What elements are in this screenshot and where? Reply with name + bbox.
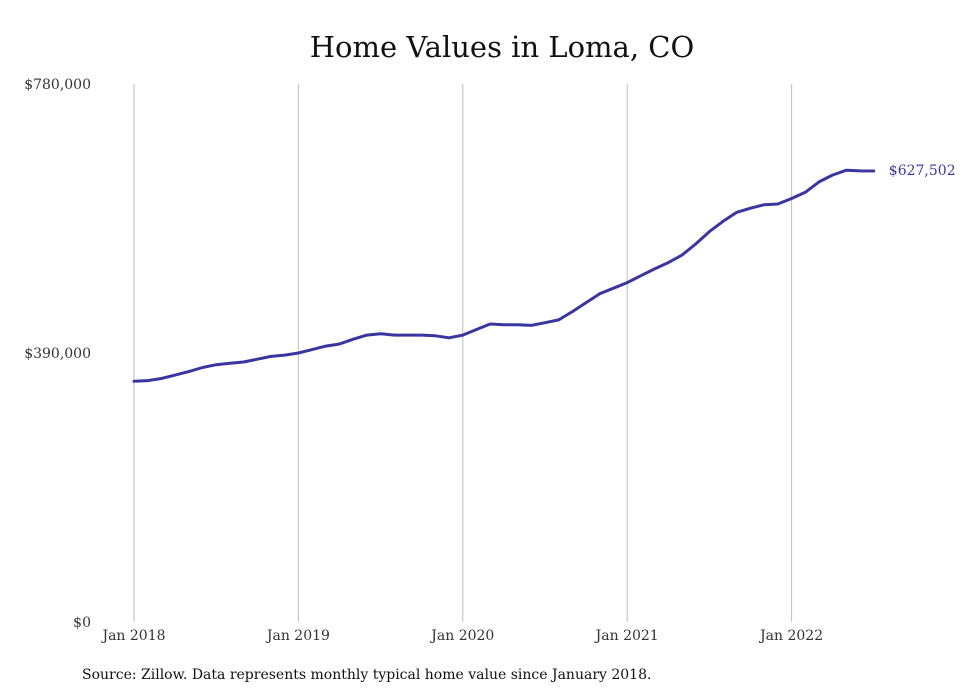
y-tick-label: $0 [73, 615, 91, 631]
series-line [132, 168, 876, 383]
x-tick-label: Jan 2020 [429, 628, 494, 644]
x-tick-label: Jan 2021 [594, 628, 659, 644]
y-tick-label: $390,000 [24, 346, 91, 362]
x-tick-label: Jan 2022 [758, 628, 823, 644]
end-value-label: $627,502 [889, 163, 956, 179]
source-note: Source: Zillow. Data represents monthly … [82, 667, 652, 683]
x-tick-label: Jan 2018 [100, 628, 165, 644]
end-label-layer: $627,502 [889, 163, 956, 179]
y-axis-ticks: $780,000 $390,000 $0 [24, 77, 91, 631]
y-tick-label: $780,000 [24, 77, 91, 93]
gridlines [133, 84, 793, 622]
chart-title: Home Values in Loma, CO [309, 30, 695, 64]
series-layer [132, 168, 876, 383]
x-tick-label: Jan 2019 [265, 628, 330, 644]
x-axis-ticks: Jan 2018 Jan 2019 Jan 2020 Jan 2021 Jan 2022 [100, 628, 823, 644]
